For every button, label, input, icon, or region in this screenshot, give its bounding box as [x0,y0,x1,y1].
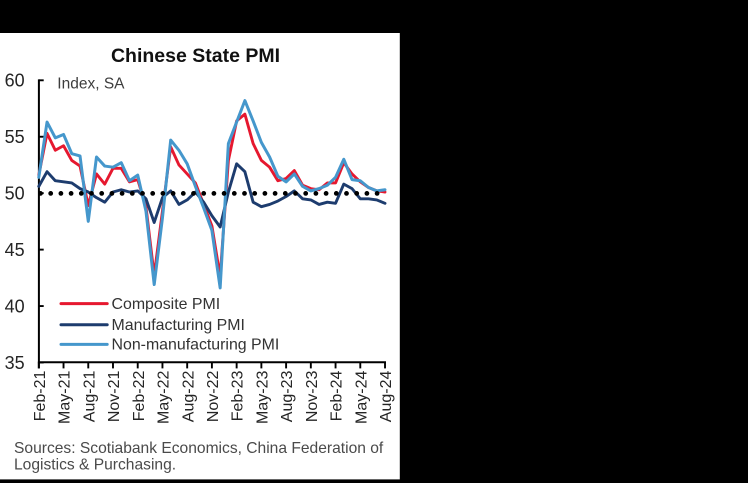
svg-text:Aug-22: Aug-22 [180,370,197,422]
svg-text:Nov-23: Nov-23 [304,370,321,422]
svg-text:Manufacturing PMI: Manufacturing PMI [112,317,245,334]
svg-text:May-23: May-23 [254,371,271,424]
svg-text:50: 50 [5,184,25,204]
svg-text:Nov-21: Nov-21 [106,370,123,422]
svg-text:Feb-24: Feb-24 [329,371,346,422]
svg-text:May-21: May-21 [57,371,74,424]
svg-text:Composite PMI: Composite PMI [112,296,221,313]
svg-text:Chinese State PMI: Chinese State PMI [111,45,280,67]
svg-text:Index, SA: Index, SA [57,75,125,92]
svg-text:Feb-23: Feb-23 [230,371,247,422]
svg-text:Non-manufacturing PMI: Non-manufacturing PMI [112,337,280,354]
svg-text:Nov-22: Nov-22 [205,370,222,422]
svg-text:Aug-23: Aug-23 [279,370,296,422]
svg-text:60: 60 [5,71,25,91]
svg-text:Feb-21: Feb-21 [32,371,49,422]
svg-text:45: 45 [5,240,25,260]
svg-text:Aug-24: Aug-24 [378,370,395,422]
svg-text:35: 35 [5,353,25,373]
svg-text:Feb-22: Feb-22 [131,371,148,422]
svg-text:Logistics & Purchasing.: Logistics & Purchasing. [14,457,176,474]
svg-text:40: 40 [5,297,25,317]
svg-text:May-24: May-24 [353,371,370,424]
svg-text:Aug-21: Aug-21 [81,370,98,422]
svg-text:May-22: May-22 [156,371,173,424]
svg-text:55: 55 [5,127,25,147]
svg-text:Sources: Scotiabank Economics,: Sources: Scotiabank Economics, China Fed… [14,440,384,457]
